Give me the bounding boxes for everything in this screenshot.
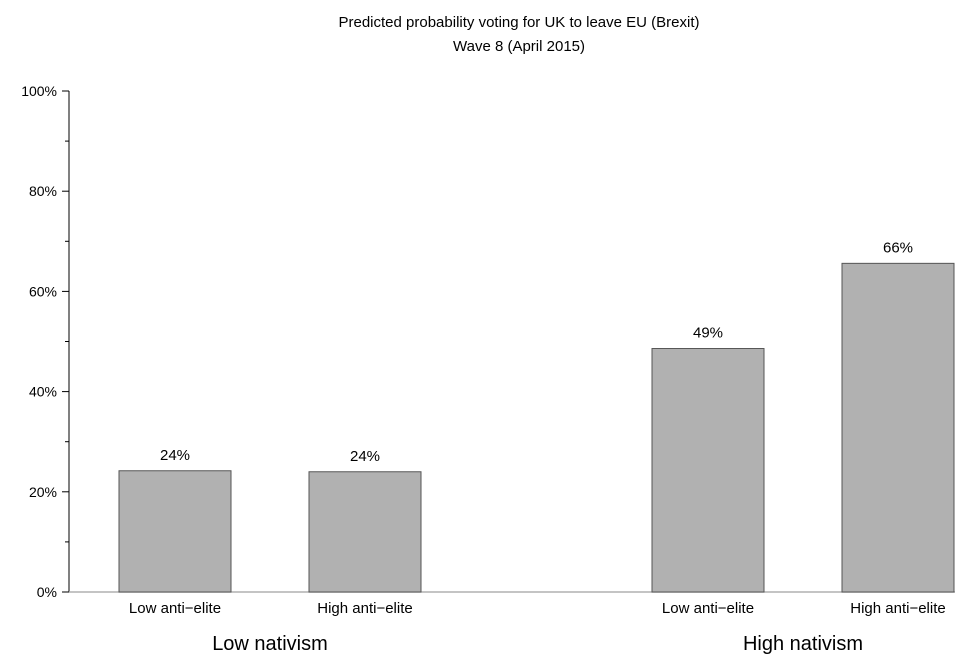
bar-value-label: 24% (160, 447, 190, 464)
x-category-label: High anti−elite (317, 600, 412, 617)
bar-value-label: 24% (350, 448, 380, 465)
y-tick-label: 100% (21, 83, 57, 99)
y-axis-ticks: 0% 20% 40% 60% 80% 100% (21, 83, 69, 600)
y-tick-label: 20% (29, 484, 57, 500)
bar (651, 348, 765, 593)
chart-subtitle: Wave 8 (April 2015) (453, 38, 585, 55)
y-tick-label: 80% (29, 183, 57, 199)
bar-value-label: 49% (693, 325, 723, 342)
bar (118, 470, 232, 593)
bar-value-label: 66% (883, 239, 913, 256)
chart-title: Predicted probability voting for UK to l… (339, 14, 700, 31)
x-category-label: Low anti−elite (129, 600, 221, 617)
x-category-label: High anti−elite (850, 600, 945, 617)
y-tick-label: 0% (37, 584, 57, 600)
x-group-label: High nativism (743, 633, 863, 655)
y-tick-label: 60% (29, 283, 57, 299)
bars-layer: 24% Low anti−elite 24% High anti−elite Low n… (118, 239, 955, 655)
x-category-label: Low anti−elite (662, 600, 754, 617)
y-tick-label: 40% (29, 384, 57, 400)
bar (841, 262, 955, 593)
x-group-label: Low nativism (212, 633, 328, 655)
bar (308, 471, 422, 593)
